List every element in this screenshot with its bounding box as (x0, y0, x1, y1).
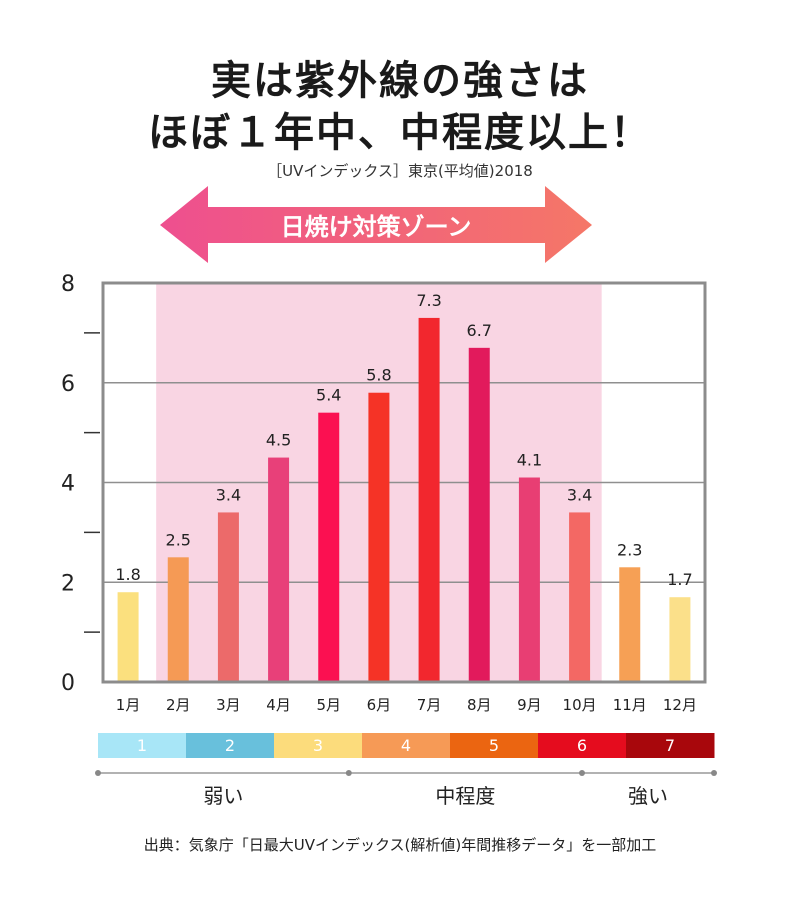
legend-level-label: 3 (313, 736, 323, 755)
uv-category-label: 中程度 (435, 784, 495, 808)
bar (669, 597, 691, 682)
legend-level-label: 6 (577, 736, 587, 755)
legend-level-label: 5 (489, 736, 499, 755)
x-tick-label: 10月 (563, 696, 597, 714)
legend-level-label: 2 (225, 736, 235, 755)
bar (468, 347, 490, 682)
chart-bars: 1.8 2.5 3.4 4.5 5.4 5.8 7.3 6.7 4.1 3.4 2.3 1.7 (115, 291, 693, 682)
bar-value-label: 1.7 (667, 570, 692, 589)
x-tick-label: 5月 (316, 696, 341, 714)
y-tick-label: 8 (61, 272, 75, 297)
bar (167, 557, 189, 682)
legend-level-swatch (626, 733, 715, 758)
bar-value-label: 6.7 (467, 321, 492, 340)
bar (117, 592, 139, 682)
x-tick-label: 6月 (367, 696, 392, 714)
uv-index-chart: 日焼け対策ゾーン 1.8 2.5 3.4 4.5 5.4 5.8 7.3 6.7 4.1 3.4 2… (61, 186, 717, 808)
bar-value-label: 5.8 (366, 366, 391, 385)
legend-level-label: 1 (137, 736, 147, 755)
scale-dot (345, 770, 352, 776)
bar-value-label: 2.5 (166, 530, 191, 549)
x-tick-label: 8月 (467, 696, 492, 714)
legend-level-label: 4 (401, 736, 411, 755)
y-axis: 0 2 4 6 8 (61, 272, 100, 696)
bar (569, 512, 591, 682)
legend-level-swatch (186, 733, 275, 758)
bar (518, 477, 540, 682)
x-tick-label: 3月 (216, 696, 241, 714)
bar (268, 457, 290, 682)
bar-value-label: 7.3 (416, 291, 441, 310)
sunburn-zone-arrow: 日焼け対策ゾーン (160, 186, 592, 263)
y-tick-label: 2 (61, 571, 75, 596)
uv-category-label: 弱い (203, 784, 243, 808)
legend-level-label: 7 (665, 736, 675, 755)
x-tick-label: 4月 (266, 696, 291, 714)
uv-level-scale: 弱い 中程度 強い (95, 770, 717, 808)
bar-value-label: 4.5 (266, 431, 291, 450)
uv-category-label: 強い (628, 784, 668, 808)
x-tick-label: 1月 (116, 696, 141, 714)
bar (368, 392, 390, 682)
uv-level-legend: 1 2 3 4 5 6 7 (98, 733, 715, 758)
source-note: 出典：気象庁「日最大UVインデックス(解析値)年間推移データ」を一部加工 (143, 836, 657, 854)
legend-level-swatch (98, 733, 187, 758)
scale-dot (95, 770, 101, 776)
page-title-line-1: 実は紫外線の強さは (211, 58, 589, 104)
x-tick-label: 11月 (613, 696, 647, 714)
legend-level-swatch (274, 733, 363, 758)
x-tick-label: 2月 (166, 696, 191, 714)
x-axis: 1月 2月 3月 4月 5月 6月 7月 8月 9月 10月 11月 12月 (116, 696, 697, 714)
bar-value-label: 4.1 (517, 451, 542, 470)
y-tick-label: 4 (61, 472, 75, 497)
bar (318, 412, 340, 682)
plot-frame (101, 281, 707, 684)
bar-value-label: 3.4 (216, 485, 241, 504)
bar-value-label: 2.3 (617, 540, 642, 559)
chart-grid (103, 382, 705, 583)
scale-dot (711, 770, 717, 776)
legend-level-swatch (450, 733, 539, 758)
bar-value-label: 5.4 (316, 386, 341, 405)
double-arrow-shape (160, 186, 592, 263)
page-title-line-2: ほぼ１年中、中程度以上！ (148, 110, 652, 156)
y-tick-label: 6 (61, 372, 75, 397)
scale-dot (579, 770, 585, 776)
chart-subtitle: ［UVインデックス］東京(平均値)2018 (267, 162, 533, 180)
x-tick-label: 7月 (417, 696, 442, 714)
legend-level-swatch (538, 733, 627, 758)
x-tick-label: 12月 (663, 696, 697, 714)
bar-value-label: 3.4 (567, 485, 592, 504)
bar (418, 317, 440, 682)
y-tick-label: 0 (61, 671, 75, 696)
legend-level-swatch (362, 733, 451, 758)
bar (217, 512, 239, 682)
x-tick-label: 9月 (517, 696, 542, 714)
bar (619, 567, 641, 682)
sunburn-zone-label: 日焼け対策ゾーン (281, 213, 472, 241)
bar-value-label: 1.8 (115, 565, 140, 584)
